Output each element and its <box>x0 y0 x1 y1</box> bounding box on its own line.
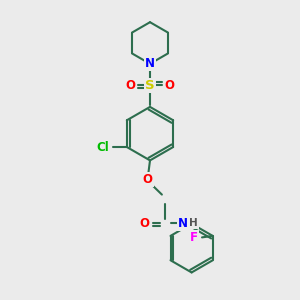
Text: N: N <box>145 57 155 70</box>
Text: H: H <box>189 218 198 228</box>
Text: N: N <box>178 217 188 230</box>
Text: Cl: Cl <box>97 140 110 154</box>
Text: O: O <box>139 217 149 230</box>
Text: O: O <box>125 79 135 92</box>
Text: O: O <box>165 79 175 92</box>
Text: O: O <box>142 173 153 186</box>
Text: F: F <box>190 231 198 244</box>
Text: S: S <box>145 79 155 92</box>
